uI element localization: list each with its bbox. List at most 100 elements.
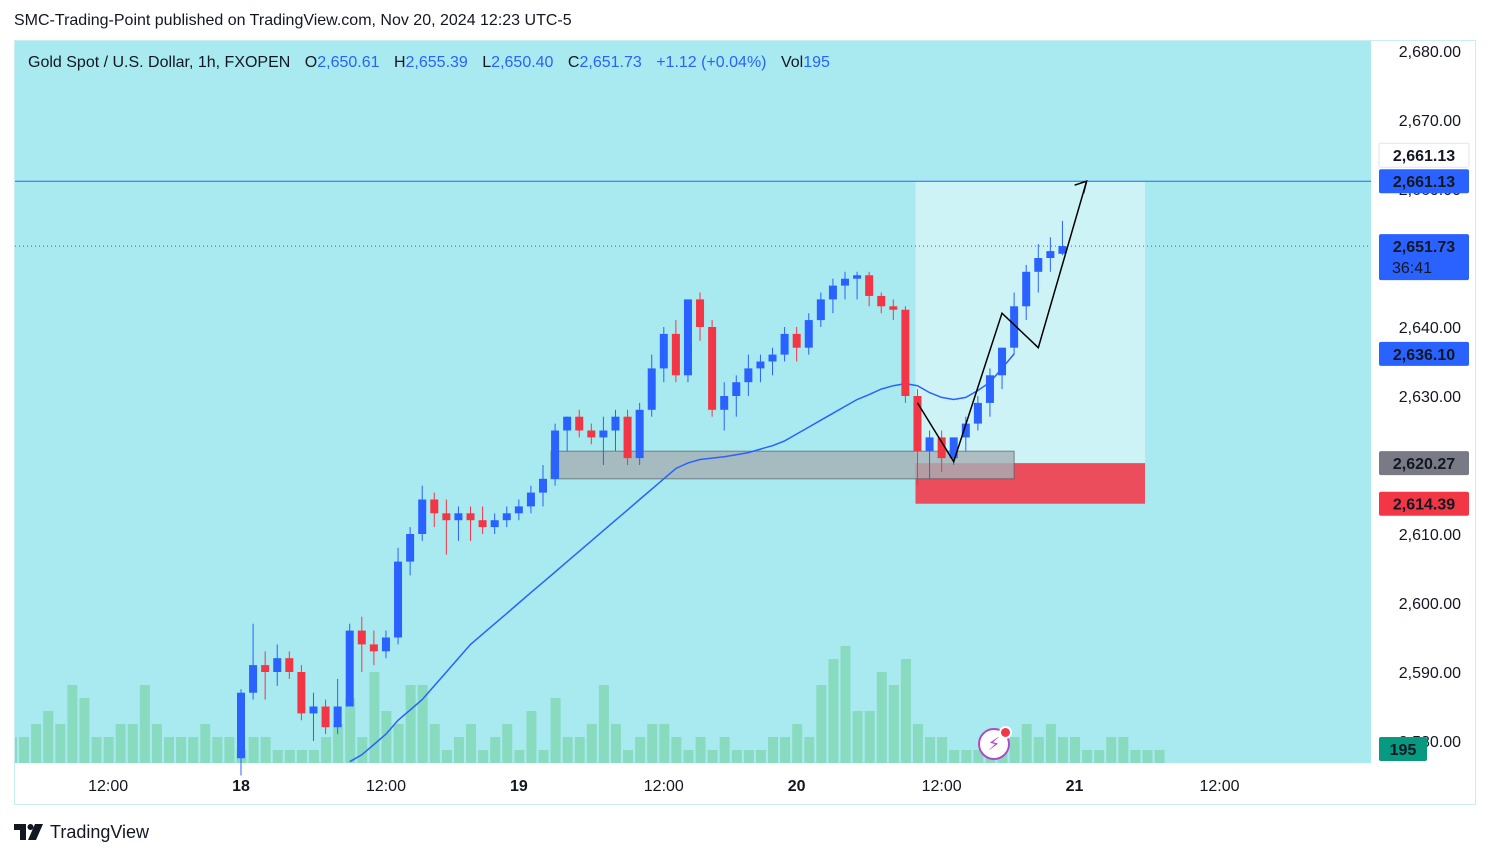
candle-body <box>514 506 523 514</box>
candle-body <box>961 423 970 438</box>
volume-bar <box>151 724 162 763</box>
candle-body <box>732 382 741 396</box>
candle-body <box>418 499 427 534</box>
volume-bar <box>345 698 356 763</box>
candle-body <box>937 437 946 459</box>
candle-body <box>539 478 547 493</box>
volume-bar <box>731 750 742 763</box>
volume-label-box <box>1379 737 1427 761</box>
candle-body <box>1058 246 1067 254</box>
candle-body <box>768 354 777 362</box>
chart-pane[interactable]: 2,580.002,590.002,600.002,610.002,620.00… <box>14 40 1476 805</box>
volume-bar <box>635 737 646 763</box>
volume-bar <box>417 685 428 763</box>
x-tick-label: 12:00 <box>1199 778 1239 795</box>
volume-bar <box>526 711 537 763</box>
candle-body <box>1034 258 1043 272</box>
candle-body <box>502 513 511 521</box>
tradingview-logo-icon <box>14 824 43 840</box>
legend-low-value: 2,650.40 <box>491 54 554 71</box>
lightning-alert-icon[interactable]: ⚡︎ <box>978 726 1012 760</box>
volume-bar <box>176 737 187 763</box>
legend-high-label: H <box>393 54 406 71</box>
projection-path <box>916 180 1088 464</box>
candle-body <box>708 327 717 410</box>
candle-body <box>949 437 958 459</box>
volume-bar <box>1130 750 1141 763</box>
volume-bar <box>949 750 960 763</box>
legend-change: +1.12 (+0.04%) <box>656 54 767 71</box>
x-tick-label: 12:00 <box>88 778 128 795</box>
volume-bar <box>453 737 464 763</box>
volume-bar <box>743 750 754 763</box>
candle-body <box>285 658 294 672</box>
countdown-label: 36:41 <box>1392 260 1432 277</box>
chart-canvas[interactable]: 2,580.002,590.002,600.002,610.002,620.00… <box>15 41 1476 805</box>
volume-bar <box>598 685 609 763</box>
price-label-text: 2,651.73 <box>1393 239 1455 256</box>
tradingview-logo[interactable]: TradingView <box>14 820 149 844</box>
volume-bar <box>610 724 621 763</box>
volume-bar <box>719 737 730 763</box>
candle-body <box>249 665 258 693</box>
volume-bar <box>1094 750 1105 763</box>
candle-body <box>889 306 898 310</box>
volume-bar <box>659 724 670 763</box>
volume-bar <box>393 724 404 763</box>
volume-bar <box>1021 724 1032 763</box>
candle-body <box>394 561 403 638</box>
legend-open-label: O <box>304 54 318 71</box>
volume-bar <box>15 737 17 763</box>
price-label-box <box>1379 234 1469 281</box>
legend-close-value: 2,651.73 <box>579 54 642 71</box>
volume-bar <box>260 737 271 763</box>
candle-body <box>998 347 1007 376</box>
volume-bar <box>502 724 513 763</box>
candle-body <box>273 658 282 672</box>
candle-body <box>599 430 608 438</box>
candle-body <box>261 665 270 672</box>
candle-body <box>1022 271 1031 307</box>
volume-bar <box>707 750 718 763</box>
volume-bar <box>429 724 440 763</box>
volume-bar <box>79 698 90 763</box>
candle-body <box>780 333 789 355</box>
volume-bar <box>296 750 307 763</box>
volume-bar <box>1082 750 1093 763</box>
volume-bar <box>586 724 597 763</box>
price-label-text: 2,661.13 <box>1393 174 1455 191</box>
volume-bar <box>19 737 30 763</box>
candle-body <box>913 396 922 452</box>
volume-bar <box>973 750 984 763</box>
volume-bar <box>308 750 319 763</box>
volume-bar <box>381 711 392 763</box>
candle-body <box>611 416 620 431</box>
price-label-text: 2,661.13 <box>1393 148 1455 165</box>
legend-vol-value: 195 <box>803 54 830 71</box>
volume-bar <box>405 685 416 763</box>
ohlc-legend: Gold Spot / U.S. Dollar, 1h, FXOPEN O2,6… <box>28 54 830 72</box>
price-label-box <box>1379 169 1469 194</box>
x-tick-label: 21 <box>1066 778 1084 795</box>
candle-body <box>563 416 572 431</box>
time-axis-background <box>15 763 1371 804</box>
volume-bar <box>1009 737 1020 763</box>
volume-bar <box>852 711 863 763</box>
x-tick-label: 19 <box>510 778 528 795</box>
volume-bar <box>900 659 911 763</box>
volume-bar <box>67 685 78 763</box>
legend-open-value: 2,650.61 <box>317 54 380 71</box>
candle-body <box>623 416 632 459</box>
candle-body <box>526 492 535 507</box>
volume-bar <box>1033 737 1044 763</box>
volume-bar <box>55 724 66 763</box>
volume-bar <box>333 724 344 763</box>
volume-bar <box>369 672 380 763</box>
candle-body <box>925 437 934 452</box>
volume-bar <box>490 737 501 763</box>
volume-bar <box>466 724 477 763</box>
legend-close-label: C <box>567 54 580 71</box>
y-tick-label: 2,590.00 <box>1399 665 1461 682</box>
x-tick-label: 12:00 <box>644 778 684 795</box>
volume-bar <box>683 750 694 763</box>
